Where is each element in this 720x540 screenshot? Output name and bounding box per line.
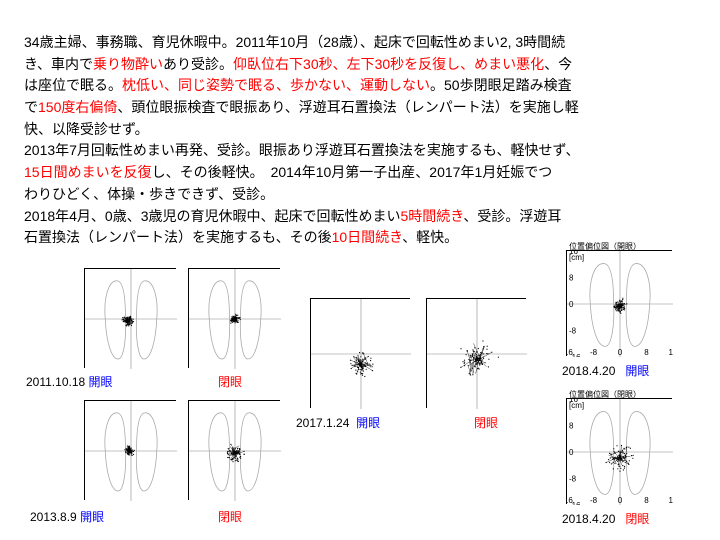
date: 2018.4.20	[562, 364, 615, 378]
label-closed: 閉眼	[474, 414, 498, 431]
t-red: 150度右偏倚	[38, 99, 117, 115]
svg-text:8: 8	[644, 496, 649, 505]
t: あり受診。	[163, 56, 233, 72]
label-open: 開眼	[356, 416, 380, 430]
svg-text:[cm]: [cm]	[569, 401, 584, 410]
t: 34歳主婦、事務職、育児休暇中。2011年10月（28歳）、起床で回転性めまい2…	[24, 34, 565, 50]
t: は座位で眠る。	[24, 77, 122, 93]
t: わりひどく、体操・歩きできず、受診。	[24, 186, 274, 202]
svg-text:[cm]: [cm]	[569, 253, 584, 262]
date: 2011.10.18	[26, 375, 85, 389]
label-closed: 閉眼	[218, 508, 242, 525]
t-red: 乗り物酔い	[93, 56, 163, 72]
caption-2018-closed: 2018.4.20 閉眼	[562, 510, 649, 527]
t: き、車内で	[24, 56, 93, 72]
chart-2011-open	[84, 268, 176, 368]
svg-text:0: 0	[569, 300, 574, 309]
svg-text:-8: -8	[590, 496, 598, 505]
svg-text:-8: -8	[569, 327, 577, 336]
caption-2011: 2011.10.18 開眼	[26, 373, 113, 390]
t: し、その後軽快。 2014年10月第一子出産、2017年1月妊娠でつ	[152, 164, 553, 180]
t: 、今	[544, 56, 572, 72]
date: 2013.8.9	[30, 510, 77, 524]
t-red: 15日間めまいを反復	[24, 164, 152, 180]
chart-title: 位置偏位図（閉眼）	[569, 389, 641, 400]
t: 快、以降受診せず。	[24, 121, 149, 137]
caption-2018-open: 2018.4.20 開眼	[562, 362, 649, 379]
caption-2017: 2017.1.24 開眼	[296, 414, 380, 431]
chart-2011-closed	[188, 268, 280, 368]
t: 。50歩閉眼足踏み検査	[430, 77, 572, 93]
svg-text:8: 8	[569, 422, 574, 431]
chart-2017-closed	[426, 298, 526, 408]
svg-text:0: 0	[618, 496, 623, 505]
label-closed: 閉眼	[625, 512, 649, 526]
svg-text:-16: -16	[569, 353, 581, 357]
chart-2018-closed: 位置偏位図（閉眼） -16-808161680-8-16[cm]	[566, 398, 672, 504]
t: 、頭位眼振検査で眼振あり、浮遊耳石置換法（レンパート法）を実施し軽	[117, 99, 578, 115]
t-red: 5時間続き	[401, 208, 464, 224]
t: で	[24, 99, 38, 115]
t: 、受診。浮遊耳	[463, 208, 561, 224]
chart-area: 位置偏位図（開眼） -16 -8 0 8 16 16 8 0 -8 -16 [cm] 位置偏位図（閉…	[0, 238, 720, 540]
svg-text:0: 0	[618, 348, 623, 357]
svg-text:-16: -16	[569, 501, 581, 505]
label-closed: 閉眼	[218, 373, 242, 390]
svg-text:16: 16	[669, 496, 673, 505]
svg-text:-8: -8	[590, 348, 598, 357]
case-text: 34歳主婦、事務職、育児休暇中。2011年10月（28歳）、起床で回転性めまい2…	[24, 32, 696, 249]
svg-text:16: 16	[669, 348, 673, 357]
caption-2013: 2013.8.9 開眼	[30, 508, 104, 525]
chart-2018-open: 位置偏位図（開眼） -16-808161680-8-16[cm]	[566, 250, 672, 356]
t: 2013年7月回転性めまい再発、受診。眼振あり浮遊耳石置換法を実施するも、軽快せ…	[24, 142, 580, 158]
t-red: 枕低い、同じ姿勢で眠る、歩かない、運動しない	[122, 77, 430, 93]
svg-text:8: 8	[644, 348, 649, 357]
date: 2018.4.20	[562, 512, 615, 526]
label-open: 開眼	[80, 510, 104, 524]
chart-title: 位置偏位図（開眼）	[569, 241, 641, 252]
label-open: 開眼	[625, 364, 649, 378]
svg-text:0: 0	[569, 448, 574, 457]
svg-text:-8: -8	[569, 475, 577, 484]
date: 2017.1.24	[296, 416, 349, 430]
chart-2013-open	[84, 400, 176, 500]
chart-2017-open	[310, 298, 410, 408]
label-open: 開眼	[89, 375, 113, 389]
chart-2013-closed	[188, 400, 280, 500]
t: 2018年4月、0歳、3歳児の育児休暇中、起床で回転性めまい	[24, 208, 401, 224]
svg-text:8: 8	[569, 274, 574, 283]
t-red: 仰臥位右下30秒、左下30秒を反復し、めまい悪化	[233, 56, 544, 72]
